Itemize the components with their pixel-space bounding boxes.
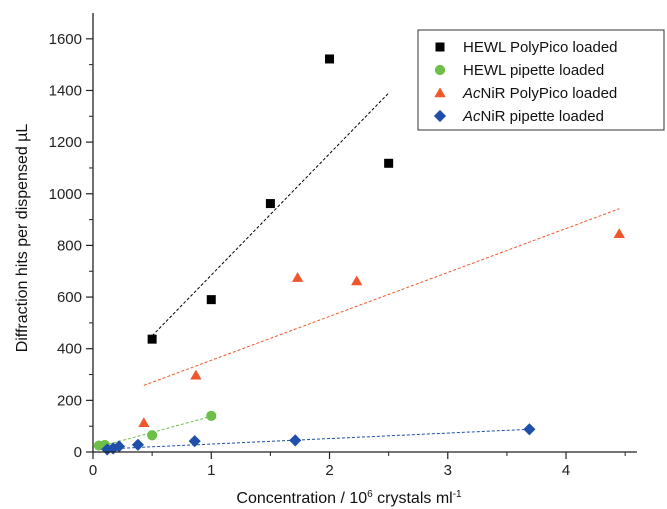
data-point — [147, 430, 158, 441]
data-point — [206, 410, 217, 421]
legend-marker — [434, 64, 446, 76]
x-axis-title: Concentration / 106 crystals ml-1 — [236, 489, 462, 507]
legend: HEWL PolyPico loaded HEWL pipette loaded A… — [417, 29, 665, 131]
y-tick-label: 600 — [57, 289, 82, 306]
legend-marker — [434, 87, 446, 98]
data-point — [291, 272, 304, 282]
y-tick-label: 1000 — [49, 186, 82, 203]
y-tick-label: 1200 — [49, 134, 82, 151]
axes: 0 1 2 3 4 0 200 400 600 800 1000 1200 1400 1600 — [49, 13, 637, 479]
legend-marker — [435, 42, 445, 52]
data-point — [112, 440, 126, 453]
y-tick-label: 1400 — [49, 82, 82, 99]
data-point — [523, 423, 536, 436]
legend-label: HEWL pipette loaded — [463, 62, 604, 79]
data-point — [188, 435, 201, 448]
x-tick-label: 3 — [444, 462, 452, 479]
data-point — [351, 275, 363, 286]
y-tick-label: 200 — [57, 392, 82, 409]
legend-label: HEWL PolyPico loaded — [463, 39, 618, 56]
data-point — [265, 199, 275, 209]
fit-line — [98, 415, 212, 448]
y-tick-label: 0 — [74, 444, 82, 461]
data-point — [131, 438, 145, 451]
x-tick-label: 4 — [562, 462, 570, 479]
fit-line — [151, 92, 390, 337]
data-points — [93, 54, 625, 456]
x-tick-label: 0 — [89, 462, 97, 479]
x-tick-label: 2 — [325, 462, 333, 479]
data-point — [138, 417, 150, 428]
data-point — [206, 295, 216, 305]
data-point — [613, 228, 625, 239]
legend-box — [417, 29, 665, 131]
legend-label: AcNiR PolyPico loaded — [462, 85, 617, 102]
y-tick-label: 800 — [57, 237, 82, 254]
fit-line — [107, 428, 530, 450]
data-point — [147, 334, 157, 344]
fit-line — [143, 208, 620, 386]
x-tick-label: 1 — [207, 462, 215, 479]
y-tick-label: 1600 — [49, 31, 82, 48]
data-point — [289, 434, 302, 447]
data-point — [190, 369, 202, 380]
data-point — [384, 158, 394, 168]
legend-label: AcNiR pipette loaded — [462, 108, 604, 125]
y-axis-title: Diffraction hits per dispensed µL — [14, 124, 31, 353]
y-tick-label: 400 — [57, 341, 82, 358]
data-point — [325, 54, 335, 64]
legend-marker — [433, 109, 447, 123]
fit-lines — [98, 92, 620, 450]
